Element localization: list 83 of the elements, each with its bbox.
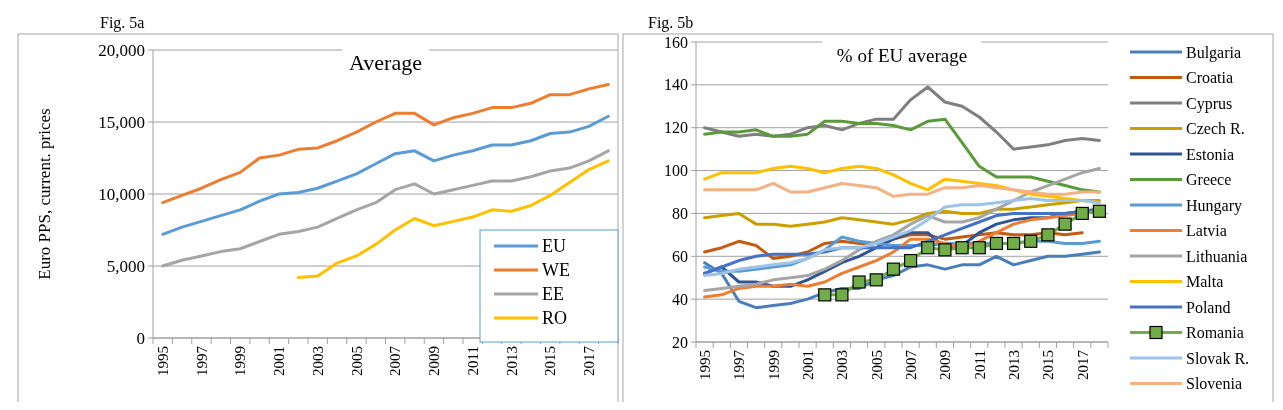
x-tick-label: 2003 [834,350,851,380]
x-tick-label: 2017 [1074,349,1091,380]
x-tick-label: 2003 [309,346,326,376]
point [989,236,1004,251]
y-tick-label: 20,000 [98,40,145,60]
point [938,243,952,257]
point [972,241,986,255]
x-tick-label: 2007 [387,345,404,376]
y-tick-label: 20 [672,333,688,351]
x-tick-label: 1999 [765,350,782,380]
y-tick-label: 60 [672,247,688,265]
y-tick-label: 10,000 [98,184,145,204]
point [1058,217,1072,231]
y-tick-label: 15,000 [98,112,145,132]
caption: Fig. 5b [648,14,694,32]
point [886,262,901,276]
y-tick-label: 40 [672,290,688,308]
legend-label: Estonia [1186,145,1234,163]
point [852,275,866,289]
line-series [161,83,610,205]
legend-label: Malta [1186,273,1224,291]
x-tick-label: 1999 [232,346,249,376]
legend-label: EU [542,236,566,257]
legend-label: Romania [1186,324,1244,342]
y-tick-label: 5,000 [106,256,145,276]
point [818,288,832,302]
y-tick-label: 100 [664,162,688,180]
x-tick-label: 2005 [868,350,885,380]
x-tick-label: 2015 [1040,350,1057,380]
legend-label: Hungary [1186,196,1242,215]
point [1024,234,1038,248]
point [1006,236,1021,251]
legend-label: Slovak R. [1186,349,1250,367]
x-tick-label: 2015 [542,346,559,376]
x-tick-label: 2001 [271,346,288,376]
caption: Fig. 5a [100,14,145,32]
line-series [703,181,1101,198]
point [869,273,883,287]
y-axis-title: Euro PPS, current. prices [35,108,54,280]
x-tick-label: 2011 [971,350,988,380]
legend-label: Lithuania [1186,247,1248,265]
legend-label: Greece [1186,171,1232,189]
legend-label: WE [542,260,570,281]
x-tick-label: 2009 [937,350,954,380]
point [955,241,969,255]
point [903,253,918,268]
line-series [703,117,1101,194]
y-tick-label: 140 [664,76,688,94]
x-tick-label: 2001 [799,350,816,380]
line-series [703,85,1101,151]
x-tick-label: 1995 [696,350,713,380]
x-tick-label: 2005 [348,346,365,376]
legend-label: RO [542,308,568,329]
point [1092,204,1107,218]
chart-title: Average [349,50,422,75]
legend-label: EE [542,284,564,305]
x-tick-label: 2017 [581,345,598,376]
x-tick-label: 1995 [154,346,171,376]
legend-label: Bulgaria [1186,43,1242,62]
point [835,288,849,302]
line-series [161,114,610,236]
legend-label: Slovenia [1186,375,1242,393]
legend-label: Croatia [1186,69,1234,87]
legend-label: Latvia [1186,222,1227,240]
x-tick-label: 2013 [1005,350,1022,380]
x-tick-label: 1997 [731,349,748,380]
line-series [296,159,610,280]
y-tick-label: 80 [672,205,688,223]
point [921,241,935,255]
legend-label: Cyprus [1186,94,1233,113]
y-tick-label: 0 [136,328,145,348]
point [1041,228,1055,242]
legend-label: Czech R. [1186,120,1245,138]
x-tick-label: 2009 [426,346,443,376]
x-tick-label: 2007 [902,349,919,380]
y-tick-label: 120 [664,119,688,137]
x-tick-label: 1997 [193,345,210,376]
point [1075,206,1089,221]
chart-title: % of EU average [836,45,968,66]
x-tick-label: 2013 [503,346,520,376]
x-tick-label: 2011 [464,346,481,376]
y-tick-label: 160 [664,33,688,51]
legend-label: Poland [1186,298,1231,316]
